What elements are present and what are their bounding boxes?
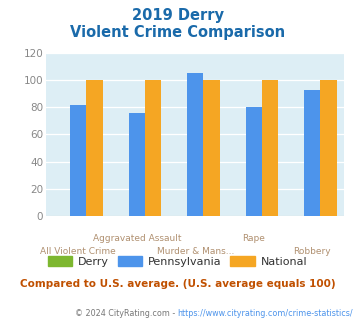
- Text: https://www.cityrating.com/crime-statistics/: https://www.cityrating.com/crime-statist…: [178, 309, 353, 317]
- Text: 2019 Derry: 2019 Derry: [131, 8, 224, 23]
- Bar: [187, 73, 203, 216]
- Text: Robbery: Robbery: [293, 248, 331, 256]
- Bar: [70, 105, 87, 216]
- Bar: [246, 107, 262, 216]
- Bar: [262, 80, 278, 216]
- Text: All Violent Crime: All Violent Crime: [40, 248, 116, 256]
- Text: Aggravated Assault: Aggravated Assault: [93, 234, 181, 243]
- Bar: [304, 89, 320, 216]
- Bar: [129, 113, 145, 216]
- Legend: Derry, Pennsylvania, National: Derry, Pennsylvania, National: [44, 251, 311, 271]
- Text: Rape: Rape: [242, 234, 265, 243]
- Text: © 2024 CityRating.com -: © 2024 CityRating.com -: [75, 309, 178, 317]
- Bar: [203, 80, 220, 216]
- Bar: [320, 80, 337, 216]
- Text: Murder & Mans...: Murder & Mans...: [157, 248, 234, 256]
- Text: Violent Crime Comparison: Violent Crime Comparison: [70, 25, 285, 40]
- Text: Compared to U.S. average. (U.S. average equals 100): Compared to U.S. average. (U.S. average …: [20, 279, 335, 289]
- Bar: [145, 80, 161, 216]
- Bar: [87, 80, 103, 216]
